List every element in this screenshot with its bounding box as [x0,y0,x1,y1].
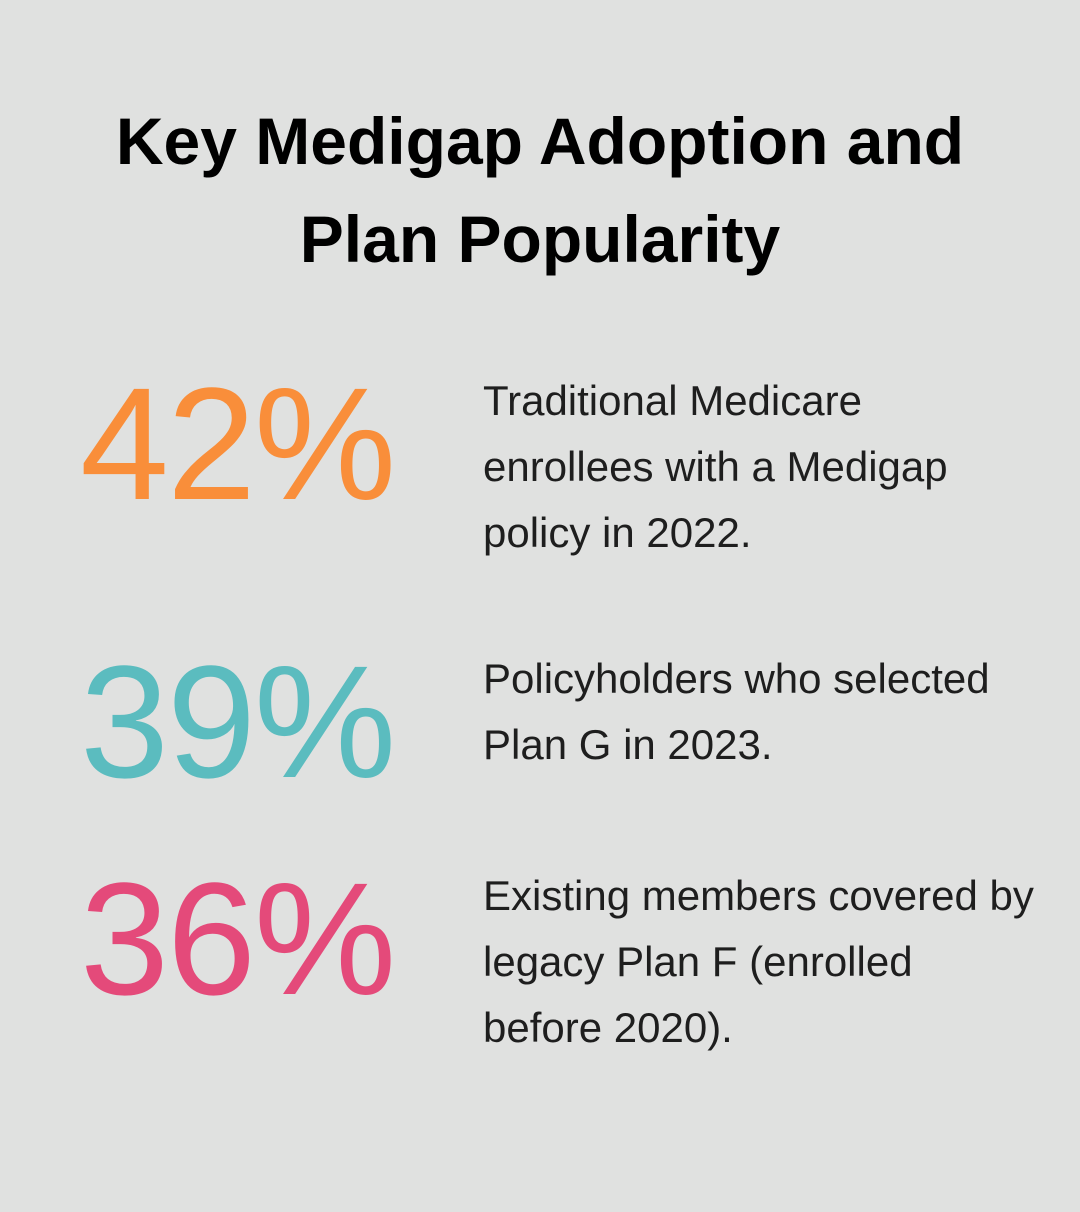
stat-value: 42% [80,354,396,533]
stat-value: 36% [80,849,396,1028]
stat-description: Traditional Medicare enrollees with a Me… [483,377,948,556]
stat-description: Existing members covered by legacy Plan … [483,872,1034,1051]
title: Key Medigap Adoption and Plan Popularity [115,104,965,276]
stat-value: 39% [80,632,396,811]
stat-description: Policyholders who selected Plan G in 202… [483,655,990,768]
